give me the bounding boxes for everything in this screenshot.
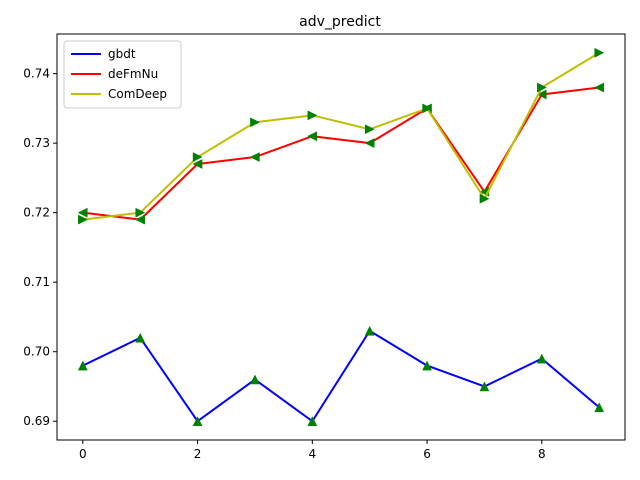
data-point-deFmNu-5 [364, 138, 375, 149]
axes-layer: 0 2 4 6 8 0.69 0.70 0.71 0.72 0.73 0.74 [23, 33, 626, 461]
x-tick-label: 8 [538, 447, 546, 461]
y-tick-label: 0.74 [23, 67, 50, 81]
chart-title: adv_predict [299, 14, 381, 30]
plot-frame [56, 33, 626, 441]
data-point-ComDeep-1 [135, 207, 146, 218]
legend-label-gbdt: gbdt [108, 47, 136, 61]
y-tick-label: 0.70 [23, 345, 50, 359]
data-point-ComDeep-6 [422, 103, 433, 114]
data-point-gbdt-8 [536, 353, 547, 364]
data-point-ComDeep-0 [78, 214, 88, 225]
legend-label-ComDeep: ComDeep [108, 87, 167, 101]
x-tick-label: 2 [194, 447, 202, 461]
x-tick-label: 0 [79, 447, 87, 461]
data-point-deFmNu-9 [594, 82, 604, 93]
data-point-gbdt-0 [77, 360, 88, 371]
data-point-gbdt-2 [192, 416, 203, 426]
data-point-gbdt-5 [364, 325, 375, 336]
data-point-gbdt-3 [250, 374, 260, 385]
data-point-gbdt-1 [135, 332, 146, 343]
data-point-ComDeep-5 [364, 124, 375, 135]
y-tick-label: 0.72 [23, 206, 50, 220]
data-point-deFmNu-4 [307, 131, 318, 142]
data-point-deFmNu-1 [135, 214, 145, 225]
y-tick-label: 0.71 [23, 275, 50, 289]
data-point-deFmNu-8 [536, 89, 547, 100]
series-ComDeep [78, 47, 605, 225]
series-layer [77, 47, 605, 426]
data-point-deFmNu-2 [192, 159, 203, 169]
legend-label-deFmNu: deFmNu [108, 67, 158, 81]
data-point-ComDeep-7 [479, 193, 490, 204]
data-point-gbdt-4 [307, 416, 318, 426]
data-point-deFmNu-0 [77, 207, 88, 218]
data-point-gbdt-6 [422, 360, 432, 371]
legend: gbdt deFmNu ComDeep [63, 40, 182, 109]
data-point-ComDeep-2 [192, 152, 203, 162]
y-tick-label: 0.69 [23, 414, 50, 428]
y-tick-label: 0.73 [23, 136, 50, 150]
data-point-ComDeep-9 [594, 47, 605, 58]
data-point-gbdt-7 [479, 381, 490, 392]
x-tick-label: 6 [423, 447, 431, 461]
data-point-ComDeep-8 [537, 82, 547, 93]
legend-box [63, 40, 182, 109]
series-gbdt [77, 325, 605, 426]
data-point-ComDeep-3 [250, 117, 260, 128]
data-point-deFmNu-3 [249, 152, 260, 162]
data-point-gbdt-9 [594, 402, 605, 413]
data-point-ComDeep-4 [307, 110, 318, 121]
x-tick-label: 4 [308, 447, 316, 461]
series-line-ComDeep [82, 51, 600, 221]
series-line-gbdt [82, 329, 600, 423]
